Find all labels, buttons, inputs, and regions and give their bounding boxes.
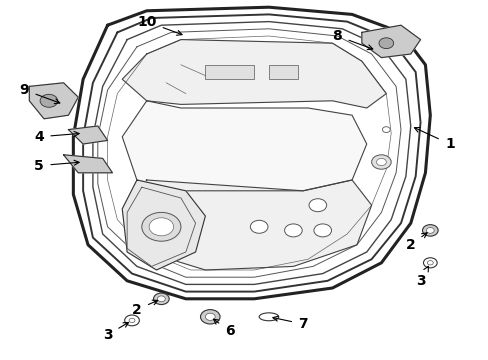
Circle shape [250,220,267,233]
Text: 4: 4 [34,130,79,144]
Circle shape [149,218,173,236]
Circle shape [313,224,331,237]
Polygon shape [127,180,371,270]
Polygon shape [122,40,386,108]
Text: 7: 7 [272,316,307,331]
Circle shape [376,158,386,166]
Text: 5: 5 [34,159,79,172]
Polygon shape [63,155,112,173]
Text: 8: 8 [332,29,372,50]
Polygon shape [122,101,366,191]
Text: 2: 2 [405,233,426,252]
Bar [205,65,254,79]
Circle shape [40,94,58,107]
Text: 2: 2 [132,300,157,316]
Text: 3: 3 [102,323,128,342]
Text: 6: 6 [213,319,234,338]
Circle shape [200,310,220,324]
Circle shape [423,258,436,268]
Text: 10: 10 [137,15,182,35]
Circle shape [426,228,433,233]
Bar [268,65,298,79]
Text: 9: 9 [20,83,60,104]
Circle shape [153,293,169,305]
Circle shape [422,225,437,236]
Polygon shape [68,126,107,144]
Ellipse shape [259,313,278,321]
Circle shape [427,261,432,265]
Circle shape [382,127,389,132]
Polygon shape [361,25,420,58]
Circle shape [371,155,390,169]
Polygon shape [29,83,78,119]
Circle shape [205,313,215,320]
Circle shape [284,224,302,237]
Circle shape [308,199,326,212]
Text: 3: 3 [415,266,427,288]
Circle shape [378,38,393,49]
Circle shape [129,318,135,323]
Text: 1: 1 [413,127,454,151]
Polygon shape [122,180,205,270]
Circle shape [142,212,181,241]
Circle shape [124,315,139,326]
Circle shape [157,296,165,302]
